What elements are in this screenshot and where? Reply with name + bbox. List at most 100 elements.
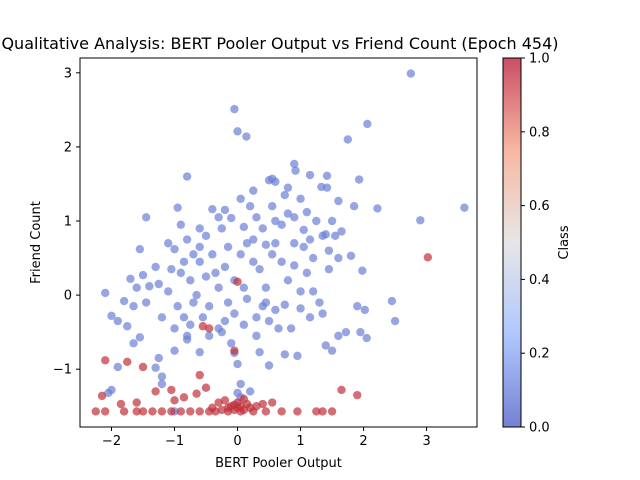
scatter-point-class-0: [223, 242, 233, 252]
scatter-point-class-0: [387, 296, 397, 306]
scatter-point-class-0: [302, 268, 312, 278]
scatter-point-class-0: [353, 302, 362, 311]
scatter-point-class-0: [179, 313, 189, 322]
scatter-point-class-1: [353, 390, 362, 400]
scatter-point-class-0: [302, 207, 312, 217]
scatter-point-class-0: [195, 224, 204, 233]
scatter-point-class-1: [132, 398, 141, 407]
scatter-point-class-0: [138, 270, 148, 280]
scatter-point-class-0: [242, 294, 252, 304]
scatter-point-class-0: [107, 385, 116, 395]
scatter-point-class-0: [182, 172, 192, 181]
scatter-point-class-0: [460, 203, 469, 212]
scatter-point-class-0: [214, 283, 223, 292]
scatter-point-class-1: [167, 385, 176, 395]
scatter-point-class-1: [201, 383, 211, 392]
scatter-point-class-0: [167, 264, 176, 274]
scatter-point-class-0: [151, 363, 160, 372]
scatter-point-class-1: [293, 407, 302, 416]
scatter-point-class-1: [116, 399, 126, 409]
scatter-point-class-0: [164, 287, 173, 296]
scatter-point-class-0: [271, 177, 280, 186]
scatter-point-class-0: [236, 194, 245, 203]
scatter-point-class-1: [312, 407, 321, 416]
scatter-point-class-0: [233, 388, 242, 398]
scatter-point-class-0: [318, 309, 327, 318]
scatter-point-class-0: [354, 175, 364, 184]
scatter-point-class-0: [305, 170, 315, 180]
y-tick-label: 2: [64, 140, 72, 155]
scatter-point-class-1: [192, 389, 201, 398]
scatter-point-class-0: [179, 257, 189, 266]
scatter-point-class-0: [204, 302, 214, 311]
colorbar-tick-label: 0.6: [529, 199, 550, 214]
y-tick-label: 0: [64, 289, 72, 304]
scatter-point-class-1: [151, 387, 160, 396]
scatter-point-class-0: [334, 196, 343, 206]
scatter-point-class-0: [217, 327, 226, 337]
scatter-point-class-1: [148, 407, 157, 416]
scatter-point-class-1: [214, 398, 223, 407]
scatter-point-class-0: [236, 379, 245, 389]
scatter-point-class-1: [176, 407, 186, 416]
scatter-point-class-1: [318, 407, 327, 416]
scatter-point-class-0: [299, 225, 308, 235]
scatter-point-class-1: [261, 407, 271, 416]
scatter-point-class-0: [346, 251, 356, 261]
scatter-point-class-0: [290, 239, 299, 248]
scatter-point-class-0: [217, 224, 226, 233]
scatter-point-class-0: [211, 268, 220, 278]
colorbar-label: Class: [557, 225, 572, 259]
scatter-point-class-1: [138, 407, 148, 416]
scatter-point-class-0: [135, 333, 145, 342]
scatter-point-class-1: [258, 399, 267, 409]
scatter-point-class-0: [145, 282, 154, 291]
scatter-point-class-0: [201, 272, 211, 281]
scatter-point-class-1: [101, 356, 110, 365]
scatter-point-class-0: [249, 257, 258, 266]
scatter-point-class-0: [223, 298, 233, 307]
scatter-point-class-0: [242, 132, 251, 141]
scatter-point-class-0: [280, 300, 289, 309]
scatter-point-class-0: [157, 372, 167, 381]
colorbar-tick-label: 1.0: [529, 52, 550, 67]
scatter-point-class-0: [277, 257, 286, 266]
scatter-point-class-0: [214, 213, 223, 222]
scatter-point-class-0: [363, 119, 372, 129]
scatter-point-class-0: [182, 331, 192, 341]
y-tick-label: 1: [64, 215, 72, 230]
scatter-point-class-1: [239, 394, 249, 404]
scatter-point-class-0: [195, 347, 204, 357]
scatter-point-class-0: [258, 224, 267, 233]
scatter-point-class-1: [223, 407, 233, 416]
scatter-point-class-0: [173, 302, 182, 311]
scatter-point-class-0: [186, 276, 195, 285]
x-axis-label: BERT Pooler Output: [215, 456, 342, 471]
scatter-point-class-0: [141, 298, 151, 307]
scatter-point-class-0: [271, 239, 280, 248]
scatter-point-class-1: [233, 403, 242, 412]
scatter-point-class-0: [157, 379, 167, 389]
colorbar-tick-label: 0.0: [529, 421, 550, 436]
scatter-point-class-0: [239, 222, 249, 232]
scatter-point-class-0: [264, 316, 274, 326]
scatter-point-class-1: [132, 407, 141, 416]
scatter-point-class-0: [119, 296, 129, 306]
scatter-point-class-0: [406, 69, 416, 78]
scatter-point-class-0: [356, 327, 365, 337]
scatter-point-class-0: [280, 350, 289, 359]
scatter-point-class-0: [186, 320, 195, 329]
scatter-point-class-0: [280, 190, 289, 200]
scatter-point-class-0: [299, 242, 308, 252]
scatter-point-class-0: [337, 227, 346, 236]
scatter-point-class-0: [290, 261, 299, 270]
scatter-point-class-0: [343, 135, 353, 144]
scatter-point-class-0: [293, 351, 302, 361]
scatter-point-class-1: [186, 407, 195, 416]
scatter-point-class-1: [123, 357, 132, 366]
scatter-point-class-0: [233, 359, 242, 369]
scatter-point-class-0: [322, 171, 332, 181]
scatter-point-class-1: [268, 398, 277, 407]
colorbar-tick-label: 0.2: [529, 347, 550, 362]
